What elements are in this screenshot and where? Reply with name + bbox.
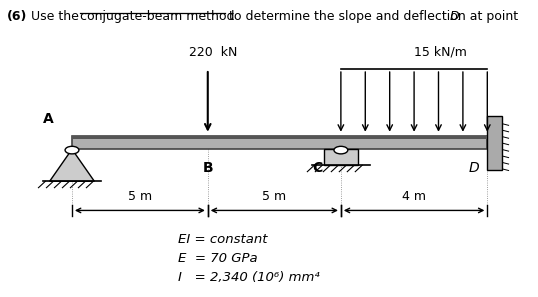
Text: 15 kN/m: 15 kN/m: [414, 46, 467, 59]
Text: C: C: [312, 161, 322, 175]
Text: 4 m: 4 m: [402, 190, 426, 203]
Circle shape: [65, 146, 79, 154]
Text: D: D: [450, 10, 459, 23]
Text: I   = 2,340 (10⁶) mm⁴: I = 2,340 (10⁶) mm⁴: [179, 271, 320, 284]
Bar: [72, 136, 487, 139]
Bar: [487, 116, 502, 170]
Text: Use the: Use the: [31, 10, 83, 23]
Text: EI = constant: EI = constant: [179, 233, 268, 246]
Text: A: A: [43, 112, 53, 126]
Circle shape: [334, 146, 348, 154]
Bar: [72, 136, 487, 149]
Text: 220  kN: 220 kN: [189, 46, 237, 59]
Text: .: .: [456, 10, 460, 23]
Text: to determine the slope and deflection at point: to determine the slope and deflection at…: [225, 10, 522, 23]
Bar: [323, 149, 358, 165]
Text: (6): (6): [6, 10, 27, 23]
Text: B: B: [202, 161, 213, 175]
Text: D: D: [469, 161, 479, 175]
Polygon shape: [49, 149, 94, 181]
Text: conjugate-beam method: conjugate-beam method: [80, 10, 234, 23]
Text: 5 m: 5 m: [262, 190, 286, 203]
Text: E  = 70 GPa: E = 70 GPa: [179, 252, 258, 265]
Text: 5 m: 5 m: [128, 190, 152, 203]
